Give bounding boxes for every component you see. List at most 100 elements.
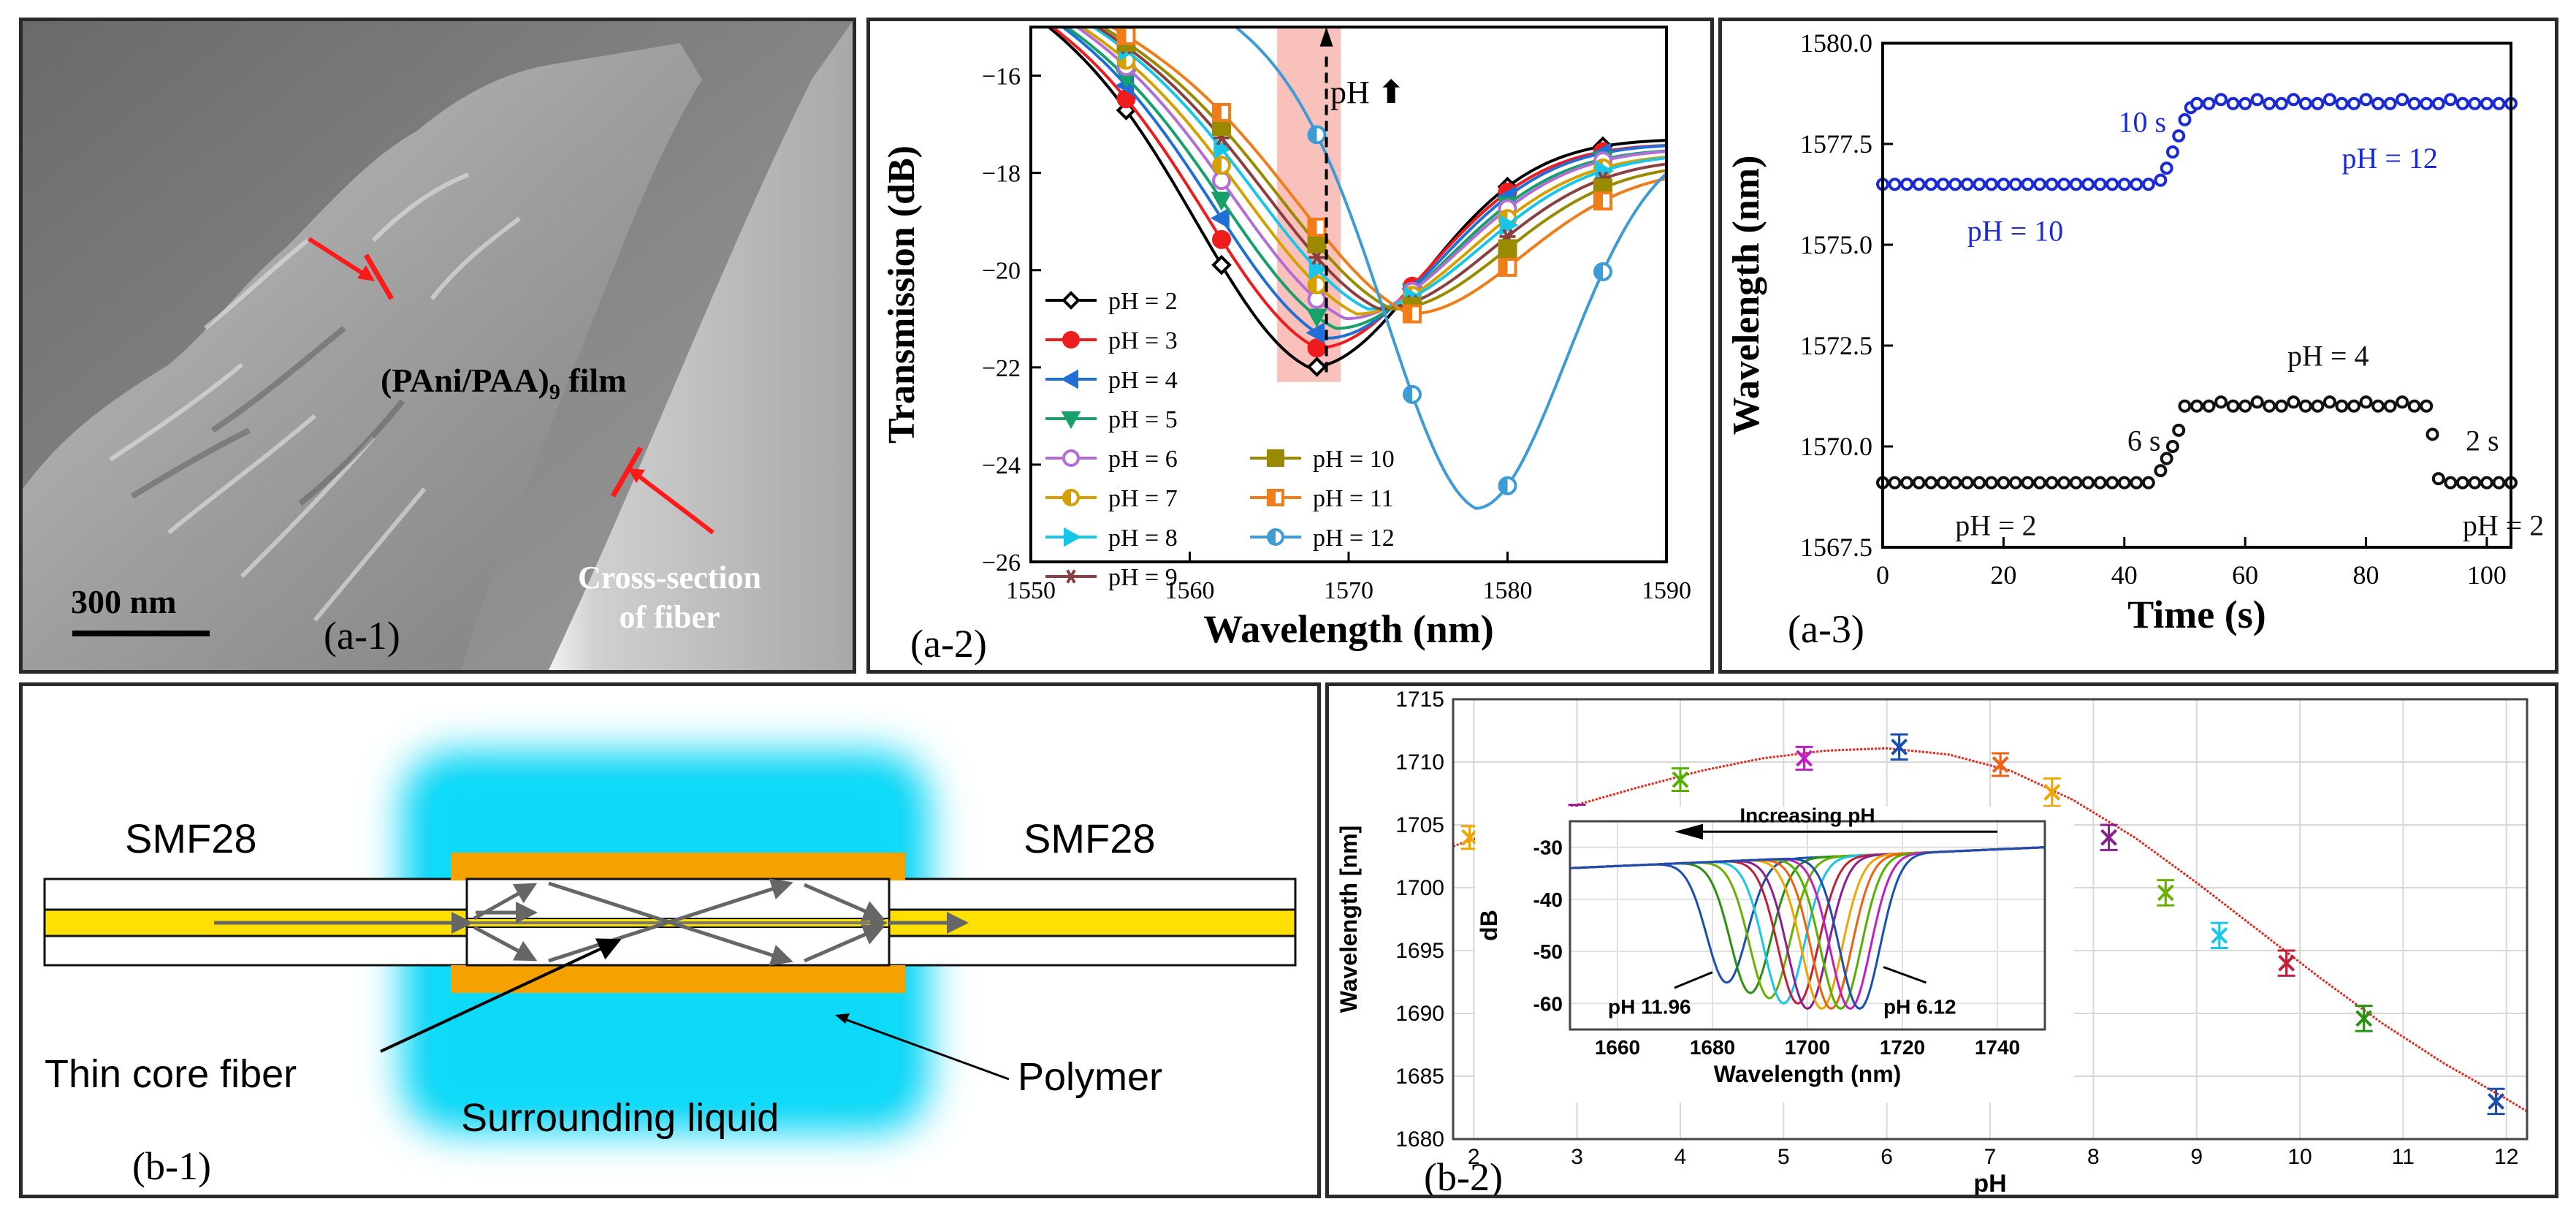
series-line-ph3: [1050, 27, 1666, 350]
a3-point: [1888, 476, 1902, 490]
a3-point: [2407, 96, 2421, 110]
legend-label: pH = 3: [1108, 327, 1178, 354]
legend-marker: [1062, 489, 1080, 506]
legend-marker: [1060, 369, 1078, 389]
marker-ph11: [1307, 217, 1327, 237]
marker-ph12: [1307, 125, 1327, 145]
a3-point: [2492, 476, 2506, 490]
a3-point: [2008, 476, 2022, 490]
a3-point: [2335, 399, 2349, 413]
panel-b2: 2 3 4 5 6 7 8 9 10 11 12 1680 1685 1690 1695 1700 1705 17…: [1325, 682, 2558, 1198]
series-line-ph12: [1233, 27, 1666, 510]
a3-point: [2081, 476, 2095, 490]
inset-x-tick-label: 1700: [1785, 1036, 1830, 1059]
series-line-ph9: [1094, 27, 1666, 311]
marker-ph11: [1212, 102, 1231, 122]
y-tick-label: 1577.5: [1800, 129, 1872, 159]
a3-point: [2383, 96, 2397, 110]
x-axis-title: pH: [1973, 1170, 2006, 1195]
inset-x-tick-label: 1740: [1975, 1036, 2020, 1059]
a3-point: [2172, 129, 2186, 142]
a3-point: [2396, 395, 2409, 409]
a3-point: [2383, 399, 2397, 413]
polymer-bottom: [451, 965, 905, 993]
surrounding-liquid-label: Surrounding liquid: [461, 1096, 780, 1140]
inset-y-tick-label: -60: [1533, 992, 1563, 1015]
a3-point: [1924, 178, 1938, 191]
a3-point: [2178, 399, 2192, 413]
a3-point: [2455, 476, 2469, 490]
panel-a1: (PAni/PAA)9 film 300 nm Cross-section of…: [19, 18, 856, 674]
x-tick-label: 1560: [1165, 577, 1215, 604]
a3-annotation: 10 s: [2119, 105, 2167, 138]
a3-point: [1997, 476, 2011, 490]
a3-point: [2263, 96, 2276, 110]
y-tick-label: 1685: [1395, 1065, 1444, 1089]
inset-x-tick-label: 1720: [1880, 1036, 1925, 1059]
a3-point: [2298, 96, 2312, 110]
a3-point: [2141, 476, 2155, 490]
x-axis-title: Wavelength (nm): [1203, 607, 1494, 651]
x-tick-label: 12: [2494, 1145, 2518, 1169]
legend-label: pH = 9: [1108, 564, 1178, 591]
a3-point: [1936, 178, 1950, 191]
y-tick-label: 1680: [1395, 1127, 1444, 1152]
a3-annotation: 6 s: [2127, 425, 2161, 457]
chart-a2: 1550 1560 1570 1580 1590 −26 −24 −22 −20 −18 −16 Wa…: [881, 26, 1691, 666]
right-tag-label: pH 6.12: [1883, 996, 1956, 1019]
b2-point: [2210, 921, 2228, 950]
scale-label: 300 nm: [71, 583, 177, 620]
y-tick-label: 1580.0: [1800, 28, 1872, 58]
a3-point: [1960, 178, 1974, 191]
inset-y-axis-title: dB: [1476, 910, 1502, 941]
a3-point: [2322, 395, 2336, 409]
b2-point: [2157, 879, 2175, 907]
legend-marker: [1267, 449, 1284, 467]
smf28-right-label: SMF28: [1024, 815, 1156, 861]
marker-ph4: [1306, 322, 1325, 343]
a3-point: [1924, 476, 1938, 490]
b2-point: [2487, 1087, 2505, 1116]
a3-point: [2420, 96, 2434, 110]
inset-x-tick-label: 1680: [1690, 1036, 1735, 1059]
cross-section-label: Cross-section of fiber: [578, 558, 761, 637]
y-tick-label: 1715: [1395, 688, 1444, 712]
marker-ph11: [1593, 191, 1612, 211]
b2-point: [2355, 1005, 2373, 1032]
x-tick-label: 8: [2087, 1145, 2100, 1169]
a3-point: [2202, 96, 2216, 110]
marker-ph12: [1403, 384, 1422, 404]
film-bottom-arrow: [635, 472, 715, 535]
a3-point: [2214, 395, 2228, 409]
x-tick-label: 40: [2111, 560, 2138, 590]
legend-label: pH = 2: [1108, 288, 1178, 315]
a3-point: [2165, 145, 2179, 159]
series-line-ph10: [1100, 27, 1666, 311]
marker-ph10: [1307, 234, 1327, 254]
cross-label-line2: of fiber: [619, 599, 720, 635]
x-tick-label: 60: [2232, 560, 2258, 590]
a3-point: [2444, 93, 2458, 107]
a3-annotation: pH = 4: [2287, 340, 2369, 373]
inset-background: [1475, 807, 2074, 1103]
b2-point: [1460, 825, 1479, 850]
a3-point: [2407, 399, 2421, 413]
a3-point: [2045, 476, 2059, 490]
series-line-ph7: [1079, 27, 1666, 316]
chart-a3: pH = 10 10 s pH = 12 pH = 4 6 s 2 s pH = 2 pH =…: [1726, 28, 2544, 651]
panel-label-b1: (b-1): [132, 1144, 211, 1188]
polymer-top: [451, 853, 905, 880]
sem-image: [23, 21, 853, 670]
a3-point: [1936, 476, 1950, 490]
increasing-arrow-head: [1674, 823, 1703, 840]
x-tick-label: 1590: [1642, 577, 1691, 604]
x-tick-label: 20: [1990, 560, 2016, 590]
a3-point: [2420, 399, 2434, 413]
marker-ph12: [1498, 476, 1517, 495]
a3-point: [2045, 178, 2059, 191]
a3-point: [2160, 161, 2173, 175]
a3-point: [2226, 96, 2240, 110]
ph-arrow-label: pH ⬆: [1330, 74, 1405, 111]
legend-label: pH = 12: [1313, 525, 1395, 552]
a3-point: [2106, 178, 2119, 191]
